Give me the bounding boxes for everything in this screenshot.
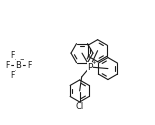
Text: F: F (10, 70, 14, 80)
Text: F: F (5, 60, 9, 70)
Text: Cl: Cl (75, 102, 84, 112)
Text: P: P (87, 62, 93, 72)
Text: F: F (10, 50, 14, 59)
Text: +: + (92, 60, 96, 64)
Text: B: B (15, 60, 21, 70)
Text: −: − (20, 56, 24, 62)
Text: F: F (27, 60, 31, 70)
